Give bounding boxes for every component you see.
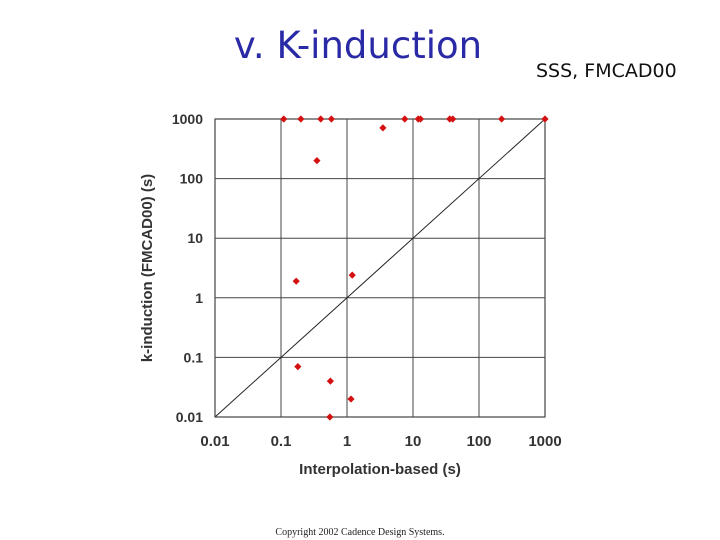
- slide-title: v. K-induction: [233, 24, 483, 67]
- data-point: [347, 395, 355, 403]
- slide-subtitle: SSS, FMCAD00: [536, 60, 677, 82]
- data-point: [294, 363, 302, 371]
- data-point: [497, 115, 506, 123]
- data-point: [327, 115, 335, 123]
- y-tick-label: 1000: [172, 111, 203, 127]
- x-tick-label: 0.01: [200, 433, 229, 450]
- data-point: [348, 271, 356, 279]
- x-axis-label: Interpolation-based (s): [299, 461, 461, 478]
- plot-border: [214, 118, 546, 418]
- y-tick-label: 100: [180, 171, 204, 187]
- y-tick-label: 1: [195, 290, 203, 306]
- x-tick-label: 1: [343, 433, 351, 450]
- data-point: [416, 115, 425, 123]
- tick-labels: 0.01 0.1 1 10 100 1000 0.01 0.1 1 10 100 1000: [172, 111, 562, 450]
- grid-lines: [214, 118, 546, 418]
- data-point: [449, 115, 457, 123]
- y-tick-label: 0.1: [184, 349, 204, 365]
- data-point: [313, 157, 321, 165]
- data-point: [541, 115, 549, 123]
- data-point: [326, 413, 334, 421]
- scatter-chart: 0.01 0.1 1 10 100 1000 0.01 0.1 1 10 100 1000 Inter…: [139, 111, 562, 478]
- data-points: [280, 115, 549, 421]
- x-tick-label: 10: [405, 433, 422, 450]
- reference-line-y-equals-x: [214, 118, 546, 418]
- data-point: [317, 115, 325, 123]
- y-tick-label: 0.01: [176, 409, 203, 425]
- data-point: [326, 377, 334, 385]
- y-axis-label: k-induction (FMCAD00) (s): [139, 174, 156, 362]
- data-point: [292, 277, 300, 285]
- data-point: [401, 115, 409, 123]
- data-point: [297, 115, 305, 123]
- x-tick-label: 100: [466, 433, 491, 450]
- y-tick-label: 10: [187, 230, 203, 246]
- copyright-notice: Copyright 2002 Cadence Design Systems.: [275, 527, 445, 538]
- x-tick-label: 1000: [528, 433, 561, 450]
- data-point: [379, 124, 387, 132]
- x-tick-label: 0.1: [271, 433, 292, 450]
